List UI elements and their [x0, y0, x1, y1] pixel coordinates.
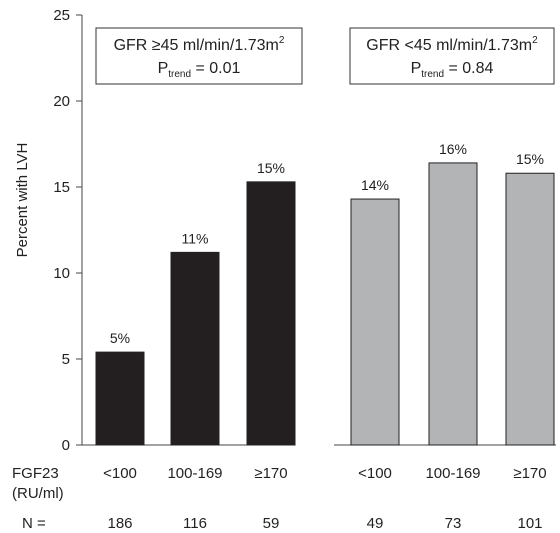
y-axis-title: Percent with LVH: [14, 143, 31, 258]
x-category-label: ≥170: [254, 465, 287, 482]
x-category-label: 100-169: [425, 465, 480, 482]
panel-left: GFR ≥45 ml/min/1.73m2 Ptrend = 0.01 5% 11…: [82, 27, 303, 446]
legend-box-right: GFR <45 ml/min/1.73m2 Ptrend = 0.84: [349, 27, 555, 85]
n-value: 116: [183, 515, 207, 532]
bar: [246, 181, 296, 446]
fgf23-row-label: FGF23: [12, 465, 59, 482]
y-tick-label: 10: [53, 265, 70, 282]
n-value: 73: [445, 515, 462, 532]
n-value: 101: [517, 515, 542, 532]
x-category-label: <100: [103, 465, 137, 482]
y-tick-label: 15: [53, 179, 70, 196]
x-category-label: 100-169: [167, 465, 222, 482]
y-axis: 0 5 10 15 20 25: [53, 7, 83, 454]
n-value: 59: [263, 515, 280, 532]
n-labels: 186 116 59 49 73 101: [107, 515, 542, 532]
n-value: 186: [107, 515, 132, 532]
panel-right: GFR <45 ml/min/1.73m2 Ptrend = 0.84 14% 1…: [334, 27, 556, 446]
bar-data-label: 11%: [182, 230, 209, 246]
n-row-label: N =: [22, 515, 46, 532]
bar-data-label: 15%: [257, 160, 285, 176]
legend-box-right-line1: GFR <45 ml/min/1.73m2: [366, 35, 538, 54]
y-tick-label: 5: [62, 351, 70, 368]
bar-data-label: 14%: [361, 177, 389, 193]
fgf23-units-label: (RU/ml): [12, 485, 64, 502]
bar: [505, 172, 555, 446]
legend-box-left-frame: [95, 27, 303, 85]
row-labels: FGF23 (RU/ml) N =: [12, 465, 64, 532]
n-value: 49: [367, 515, 384, 532]
y-tick-label: 0: [62, 437, 70, 454]
legend-box-right-line2: Ptrend = 0.84: [411, 60, 494, 80]
x-axis-labels: <100 100-169 ≥170 <100 100-169 ≥170: [103, 465, 547, 482]
bar-data-label: 5%: [110, 330, 130, 346]
legend-box-right-frame: [349, 27, 555, 85]
bar: [170, 251, 220, 446]
y-tick-label: 20: [53, 93, 70, 110]
bar: [95, 351, 145, 446]
bar-data-label: 16%: [439, 141, 467, 157]
legend-box-left-line1: GFR ≥45 ml/min/1.73m2: [114, 35, 285, 54]
x-category-label: <100: [358, 465, 392, 482]
legend-box-left: GFR ≥45 ml/min/1.73m2 Ptrend = 0.01: [95, 27, 303, 85]
bar: [350, 198, 400, 446]
bar: [428, 162, 478, 446]
legend-box-left-line2: Ptrend = 0.01: [158, 60, 241, 80]
y-tick-label: 25: [53, 7, 70, 24]
bar-data-label: 15%: [516, 151, 544, 167]
x-category-label: ≥170: [513, 465, 546, 482]
